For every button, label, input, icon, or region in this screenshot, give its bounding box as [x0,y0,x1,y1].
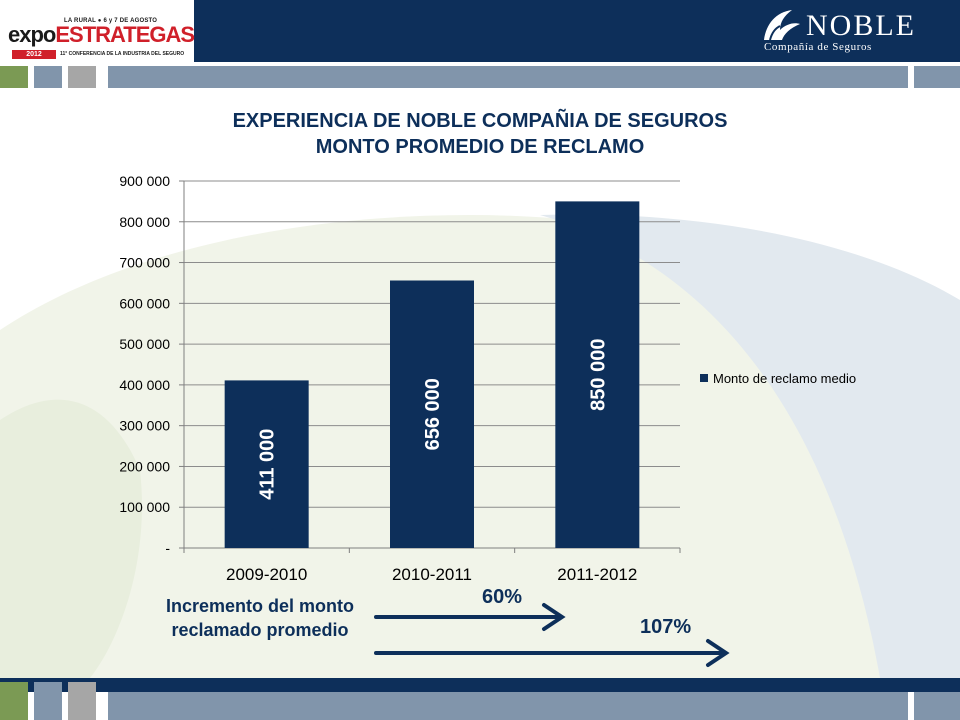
y-tick-label: 300 000 [119,418,170,434]
legend-swatch [700,374,708,382]
x-tick-label: 2011-2012 [557,565,637,584]
noble-emblem-icon [764,10,800,41]
y-tick-label: 200 000 [119,458,170,474]
increment-60-label: 60% [482,586,523,608]
chart-title-line-1: EXPERIENCIA DE NOBLE COMPAÑIA DE SEGUROS [232,110,728,132]
arrow-60-icon [374,603,566,631]
y-tick-label: 100 000 [119,499,170,515]
y-tick-label: 700 000 [119,255,170,271]
increment-107-label: 107% [640,616,692,638]
event-date: LA RURAL ● 6 y 7 DE AGOSTO [64,18,158,24]
y-tick-label: 400 000 [119,377,170,393]
arrow-107-icon [374,639,730,667]
x-tick-label: 2009-2010 [226,565,307,584]
bar [390,280,474,548]
noble-logo: NOBLE Compañía de Seguros [760,6,914,56]
x-tick-label: 2010-2011 [392,565,472,584]
chart-title-line-2: MONTO PROMEDIO DE RECLAMO [315,136,645,158]
data-label: 850 000 [587,339,609,411]
event-subtitle: 11° CONFERENCIA DE LA INDUSTRIA DEL SEGU… [60,51,185,57]
event-year: 2012 [12,50,56,59]
event-name: expoESTRATEGAS [8,22,195,47]
y-tick-label: 900 000 [119,173,170,189]
company-name: NOBLE [806,9,916,42]
increment-label: Incremento del monto reclamado promedio [165,596,354,640]
company-subtitle: Compañía de Seguros [764,41,872,53]
y-tick-label: 800 000 [119,214,170,230]
bar [224,380,309,548]
y-tick-label: - [165,540,170,556]
legend-label: Monto de reclamo medio [713,371,857,386]
chart-legend: Monto de reclamo medio [700,371,856,386]
expoestrategas-logo: LA RURAL ● 6 y 7 DE AGOSTO expoESTRATEGA… [0,0,195,66]
data-label: 656 000 [422,378,444,450]
y-tick-label: 600 000 [119,295,170,311]
footer-bar [0,678,960,692]
bar [555,201,640,548]
data-label: 411 000 [257,429,279,500]
chart-title: EXPERIENCIA DE NOBLE COMPAÑIA DE SEGUROS… [120,108,840,160]
y-tick-label: 500 000 [119,336,170,352]
